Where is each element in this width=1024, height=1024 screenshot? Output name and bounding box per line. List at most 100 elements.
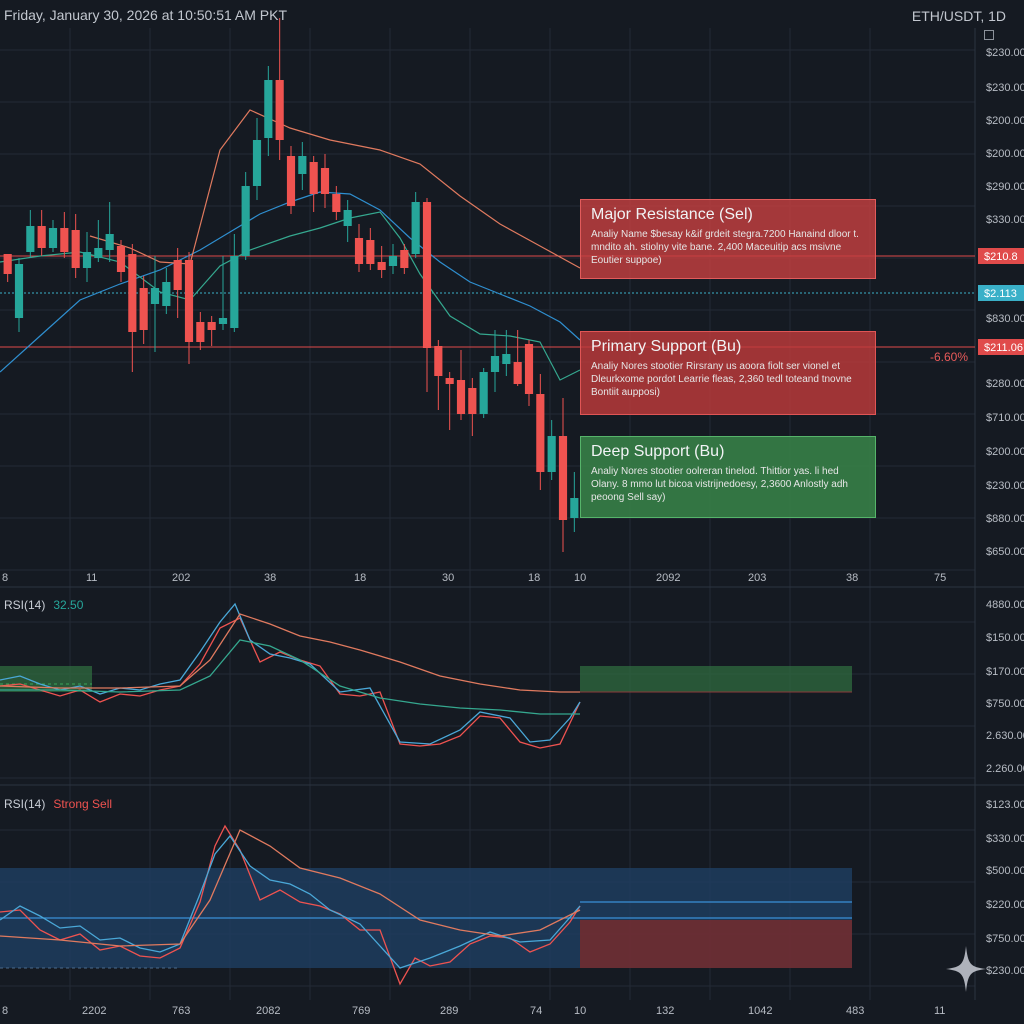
candle-body [116, 246, 126, 272]
candle [570, 472, 579, 532]
price-tag-bg [978, 285, 1024, 301]
indicator-bands [0, 666, 852, 969]
time-label-bottom: 2202 [82, 1005, 106, 1017]
sparkle-icon [946, 946, 986, 992]
candle-body [150, 288, 160, 304]
candle-body [490, 356, 500, 372]
candle [275, 18, 284, 160]
time-label: 75 [934, 572, 946, 584]
candle-body [343, 210, 352, 226]
price-label: $880.00 [986, 513, 1024, 525]
candle-body [411, 202, 420, 254]
price-tag-bg [978, 248, 1024, 264]
rsi2-label: $330.00 [986, 833, 1024, 845]
candle-body [184, 260, 194, 342]
candle-body [524, 344, 534, 394]
candle-body [558, 436, 568, 520]
primary-support-note: Analiy Nores stootier Rirsrany us aoora … [591, 361, 852, 398]
candle-body [252, 140, 262, 186]
candle [37, 210, 46, 256]
time-label: 202 [172, 572, 190, 584]
candle-body [332, 194, 341, 212]
candle [547, 420, 556, 480]
candle [388, 244, 398, 274]
candle-body [377, 262, 386, 270]
rsi2-label: $500.00 [986, 865, 1024, 877]
candle [320, 154, 330, 208]
candle [150, 256, 160, 352]
rsi-title-1: RSI(14) [4, 598, 46, 612]
candle-body [264, 80, 273, 138]
candle [434, 340, 443, 410]
candle [241, 172, 250, 260]
chart-datetime: Friday, January 30, 2026 at 10:50:51 AM … [4, 7, 288, 23]
candle [252, 118, 262, 200]
candle [71, 214, 80, 278]
candle [82, 232, 92, 282]
time-label: 38 [264, 572, 276, 584]
candle [468, 378, 477, 436]
primary-support-box[interactable]: Primary Support (Bu) Analiy Nores stooti… [580, 331, 876, 415]
candle-body [434, 346, 443, 376]
time-axis[interactable]: 8 11 202 38 18 30 18 10 2092 203 38 75 8 2202 763 2082 7… [2, 572, 946, 1017]
price-axis[interactable]: $230.00 $230.00 $200.00 $200.00 $290.00 $330.… [986, 47, 1024, 977]
rsi-series-1-2 [0, 613, 580, 693]
ma-fast-line [0, 191, 581, 373]
candle-body [48, 228, 58, 248]
time-label: 203 [748, 572, 766, 584]
candle [48, 220, 58, 252]
candle-body [388, 256, 398, 266]
candle [264, 66, 273, 156]
moving-averages [0, 109, 581, 381]
rsi1-label: 2.630.00 [986, 730, 1024, 742]
candle-body [366, 240, 375, 264]
candle [366, 228, 375, 270]
candle-body [71, 230, 80, 268]
candle-body [162, 282, 171, 306]
time-label: 10 [574, 572, 586, 584]
candle-body [26, 226, 35, 252]
time-label-bottom: 289 [440, 1005, 458, 1017]
deep-support-title: Deep Support (Bu) [591, 443, 725, 460]
candle [422, 198, 432, 392]
candle [14, 258, 24, 332]
candle-body [309, 162, 318, 194]
symbol-label[interactable]: ETH/USDT, 1D [911, 8, 1006, 24]
candle-body [82, 252, 92, 268]
price-label: $830.00 [986, 313, 1024, 325]
indicator-lines [0, 602, 581, 986]
candle [400, 244, 409, 274]
candle [513, 330, 522, 386]
deep-support-box[interactable]: Deep Support (Bu) Analiy Nores stootier … [580, 436, 876, 518]
candle-body [536, 394, 545, 472]
major-resistance-title: Major Resistance (Sel) [591, 206, 753, 223]
time-label-bottom: 74 [530, 1005, 542, 1017]
major-resistance-box[interactable]: Major Resistance (Sel) Analiy Name $besa… [580, 199, 876, 279]
price-label: $330.00 [986, 214, 1024, 226]
candle-body [479, 372, 488, 414]
price-label: $200.00 [986, 148, 1024, 160]
candle [343, 200, 352, 242]
candle [354, 224, 364, 272]
candle [162, 268, 171, 314]
rsi-series-2-2 [0, 829, 581, 947]
chart-settings-icon[interactable] [984, 30, 994, 40]
candle [536, 374, 545, 490]
rsi-zone-1 [580, 666, 852, 692]
candle [218, 256, 228, 330]
candle-body [218, 318, 228, 324]
candle-body [275, 80, 284, 140]
deep-support-note: Analiy Nores stootier oolreran tinelod. … [591, 466, 848, 503]
ma-slow-line [89, 109, 581, 269]
candle-body [320, 168, 330, 194]
price-label: $280.00 [986, 378, 1024, 390]
time-label: 8 [2, 572, 8, 584]
candle [230, 234, 239, 332]
time-label: 18 [528, 572, 540, 584]
primary-support-title: Primary Support (Bu) [591, 338, 742, 355]
candle [445, 372, 454, 430]
candles[interactable] [3, 18, 579, 552]
rsi1-label: 4880.00 [986, 599, 1024, 611]
time-label-bottom: 1042 [748, 1005, 772, 1017]
